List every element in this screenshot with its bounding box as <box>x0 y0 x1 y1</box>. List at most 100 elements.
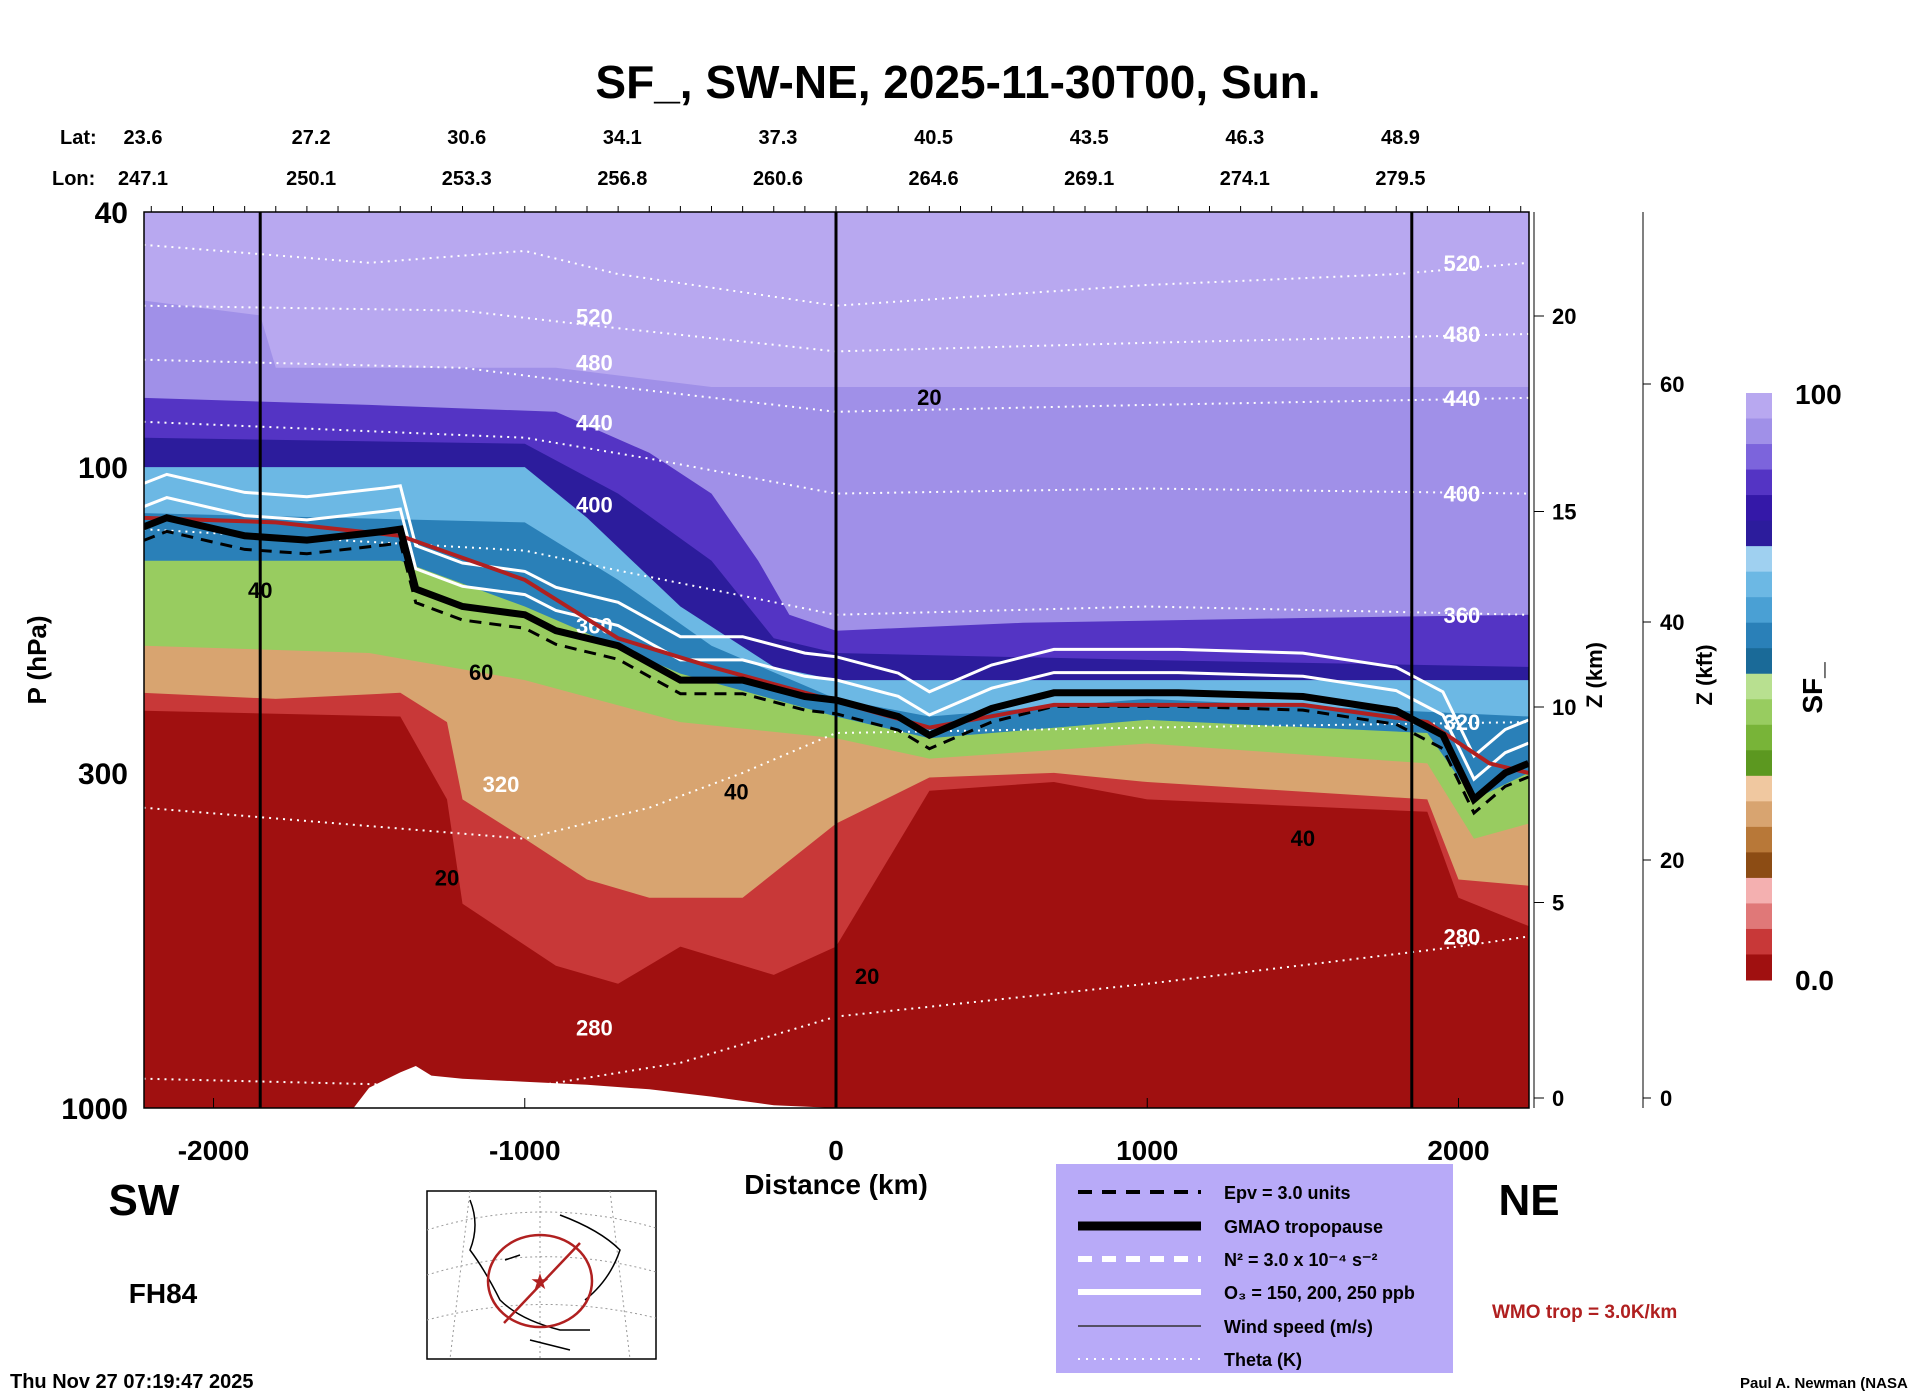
theta-label: 360 <box>1444 603 1481 628</box>
wind-speed-label: 60 <box>469 660 493 685</box>
colorbar-segment <box>1746 393 1772 420</box>
theta-label: 520 <box>1444 251 1481 276</box>
z-km-tick-label: 10 <box>1552 695 1576 720</box>
colorbar-segment <box>1746 648 1772 675</box>
theta-label: 320 <box>483 772 520 797</box>
theta-label: 280 <box>576 1015 613 1040</box>
y-tick-label: 100 <box>78 452 128 485</box>
colorbar-segment <box>1746 852 1772 879</box>
lat-prefix: Lat: <box>60 127 97 149</box>
legend-item-label: O₃ = 150, 200, 250 ppb <box>1224 1283 1415 1303</box>
colorbar-label: SF_ <box>1797 662 1828 714</box>
legend-item-label: Epv = 3.0 units <box>1224 1183 1351 1203</box>
wind-speed-label: 20 <box>917 385 941 410</box>
terrain <box>144 1066 1529 1108</box>
wind-speed-label: 20 <box>435 866 459 891</box>
lon-prefix: Lon: <box>52 168 95 190</box>
theta-label: 400 <box>1444 482 1481 507</box>
lon-value: 256.8 <box>597 168 647 190</box>
lon-value: 279.5 <box>1375 168 1425 190</box>
ozone-contour <box>144 472 1529 759</box>
z-kft-tick-label: 60 <box>1660 372 1684 397</box>
lon-value: 247.1 <box>118 168 168 190</box>
center-star-icon: ★ <box>530 1269 550 1294</box>
theta-contour <box>144 528 1529 616</box>
wind-speed-label: 40 <box>1291 826 1315 851</box>
y-tick-label: 40 <box>95 197 128 230</box>
legend-item-label: N² = 3.0 x 10⁻⁴ s⁻² <box>1224 1250 1377 1270</box>
legend-item-label: GMAO tropopause <box>1224 1217 1383 1237</box>
theta-label: 480 <box>1444 322 1481 347</box>
z-kft-axis-label: Z (kft) <box>1692 644 1717 705</box>
x-tick-label: -1000 <box>489 1135 561 1166</box>
theta-contour <box>144 721 1529 840</box>
x-tick-label: 0 <box>828 1135 844 1166</box>
lon-value: 274.1 <box>1220 168 1270 190</box>
forecast-hour-label: FH84 <box>129 1278 198 1309</box>
y-axis-label: P (hPa) <box>22 615 52 704</box>
colorbar-segment <box>1746 469 1772 496</box>
legend-item-label: Theta (K) <box>1224 1350 1302 1370</box>
axes: -2000 -1000 0 1000 2000 40 100 300 1000 0 5 10 15 20 0… <box>61 197 1684 1166</box>
theta-contour <box>144 243 1529 307</box>
lat-value: 34.1 <box>603 127 642 149</box>
colorbar-segment <box>1746 546 1772 573</box>
lon-value: 269.1 <box>1064 168 1114 190</box>
colorbar-segment <box>1746 724 1772 751</box>
colorbar-segment <box>1746 495 1772 522</box>
lat-lon-header: Lat: Lon: 23.6 247.1 27.2 250.1 30.6 253.3 34.1 2… <box>52 127 1425 190</box>
lat-value: 40.5 <box>914 127 953 149</box>
z-km-axis-label: Z (km) <box>1582 642 1607 708</box>
chart-title: SF_, SW-NE, 2025-11-30T00, Sun. <box>595 56 1320 108</box>
lat-value: 43.5 <box>1070 127 1109 149</box>
lon-value: 253.3 <box>442 168 492 190</box>
theta-contour <box>144 420 1529 495</box>
lon-value: 250.1 <box>286 168 336 190</box>
theta-label: 400 <box>576 493 613 518</box>
legend-item-label: Wind speed (m/s) <box>1224 1317 1373 1337</box>
lon-value: 260.6 <box>753 168 803 190</box>
lat-value: 23.6 <box>124 127 163 149</box>
theta-label: 520 <box>576 305 613 330</box>
x-axis-label: Distance (km) <box>744 1169 928 1200</box>
colorbar-segment <box>1746 597 1772 624</box>
z-kft-tick-label: 40 <box>1660 610 1684 635</box>
colorbar-segment <box>1746 954 1772 981</box>
wmo-trop-label: WMO trop = 3.0K/km <box>1492 1302 1677 1323</box>
y-tick-label: 300 <box>78 758 128 791</box>
wind-speed-label: 40 <box>724 779 748 804</box>
map-inset: ★ <box>426 1190 657 1360</box>
theta-label: 280 <box>1444 924 1481 949</box>
range-circle <box>486 1233 594 1329</box>
colorbar-segment <box>1746 622 1772 649</box>
colorbar-segment <box>1746 750 1772 777</box>
colorbar-segment <box>1746 877 1772 904</box>
theta-label: 440 <box>1444 386 1481 411</box>
colorbar-segment <box>1746 928 1772 955</box>
colorbar-min-label: 0.0 <box>1795 965 1834 996</box>
color-band <box>144 710 1529 1108</box>
gmao-tropopause-line <box>144 514 1529 805</box>
lat-value: 27.2 <box>292 127 331 149</box>
colorbar-max-label: 100 <box>1795 379 1842 410</box>
x-tick-label: 1000 <box>1116 1135 1178 1166</box>
epv-contour <box>144 529 1529 816</box>
theta-label: 480 <box>576 350 613 375</box>
colorbar-segment <box>1746 571 1772 598</box>
colorbar-segment <box>1746 418 1772 445</box>
ozone-contour <box>144 496 1529 782</box>
ne-label: NE <box>1498 1176 1559 1225</box>
lat-value: 30.6 <box>447 127 486 149</box>
colorbar-segment <box>1746 903 1772 930</box>
colorbar <box>1746 393 1772 981</box>
colorbar-segment <box>1746 775 1772 802</box>
z-km-tick-label: 5 <box>1552 891 1564 916</box>
z-kft-tick-label: 20 <box>1660 848 1684 873</box>
z-kft-tick-label: 0 <box>1660 1086 1672 1111</box>
lat-value: 37.3 <box>759 127 798 149</box>
colorbar-segment <box>1746 520 1772 547</box>
x-tick-label: -2000 <box>178 1135 250 1166</box>
transect-line <box>503 1242 581 1324</box>
timestamp: Thu Nov 27 07:19:47 2025 <box>10 1371 253 1393</box>
